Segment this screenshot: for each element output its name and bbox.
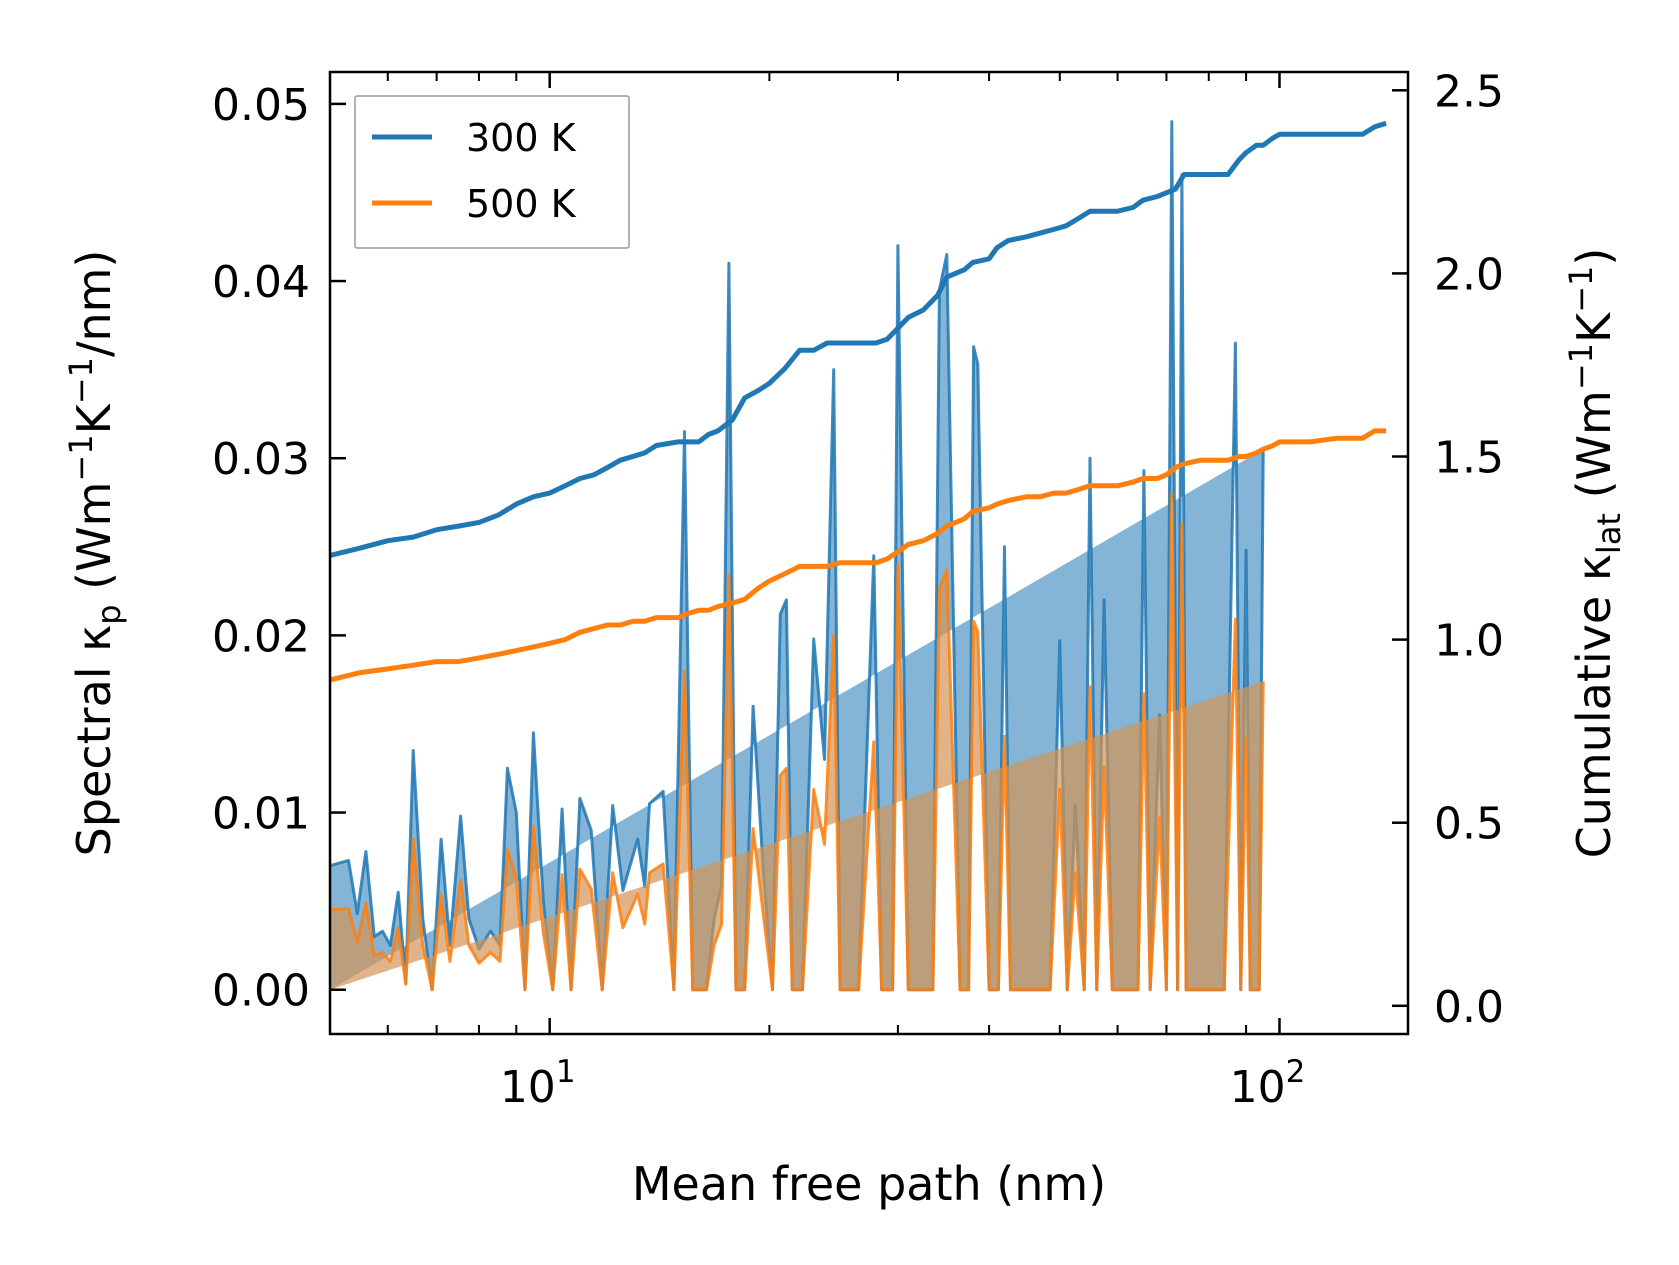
y-tick-label: 0.01 <box>212 789 310 840</box>
x-tick-label: 102 <box>1230 1054 1306 1113</box>
spectral-area-500k <box>330 493 1264 990</box>
y2-tick-label: 2.0 <box>1434 249 1504 300</box>
legend-label-500k: 500 K <box>466 182 577 226</box>
y-tick-label: 0.03 <box>212 434 310 485</box>
spectral-line-500k <box>330 492 1265 992</box>
y-tick-label: 0.04 <box>212 257 310 308</box>
axes: 101 102 0.00 0.01 0.02 0.03 0.04 0.05 0.0 0.5 1.0 1… <box>212 66 1504 1113</box>
cumulative-line-300k <box>330 120 1387 558</box>
plot-frame <box>328 70 1410 1036</box>
spectral-fills <box>330 120 1265 992</box>
x-axis-title: Mean free path (nm) <box>632 1157 1106 1211</box>
axis-titles: Mean free path (nm) Spectral κp (Wm−1K−1… <box>62 248 1628 1211</box>
y-tick-label: 0.02 <box>212 611 310 662</box>
y2-tick-label: 1.5 <box>1434 433 1504 484</box>
y2-tick-label: 2.5 <box>1434 66 1504 117</box>
legend: 300 K 500 K <box>354 95 630 249</box>
y2-tick-label: 0.0 <box>1434 982 1504 1033</box>
legend-box <box>354 95 630 249</box>
x-tick-label: 101 <box>500 1054 576 1113</box>
y2-tick-label: 1.0 <box>1434 616 1504 667</box>
y-axis-title: Spectral κp (Wm−1K−1/nm) <box>62 250 128 857</box>
legend-label-300k: 300 K <box>466 116 577 160</box>
y-tick-label: 0.00 <box>212 966 310 1017</box>
y2-tick-label: 0.5 <box>1434 799 1504 850</box>
series-lines <box>330 120 1387 683</box>
y-tick-label: 0.05 <box>212 80 310 131</box>
cumulative-line-500k <box>330 428 1387 683</box>
y2-axis-title: Cumulative κlat (Wm−1K−1) <box>1562 248 1628 859</box>
